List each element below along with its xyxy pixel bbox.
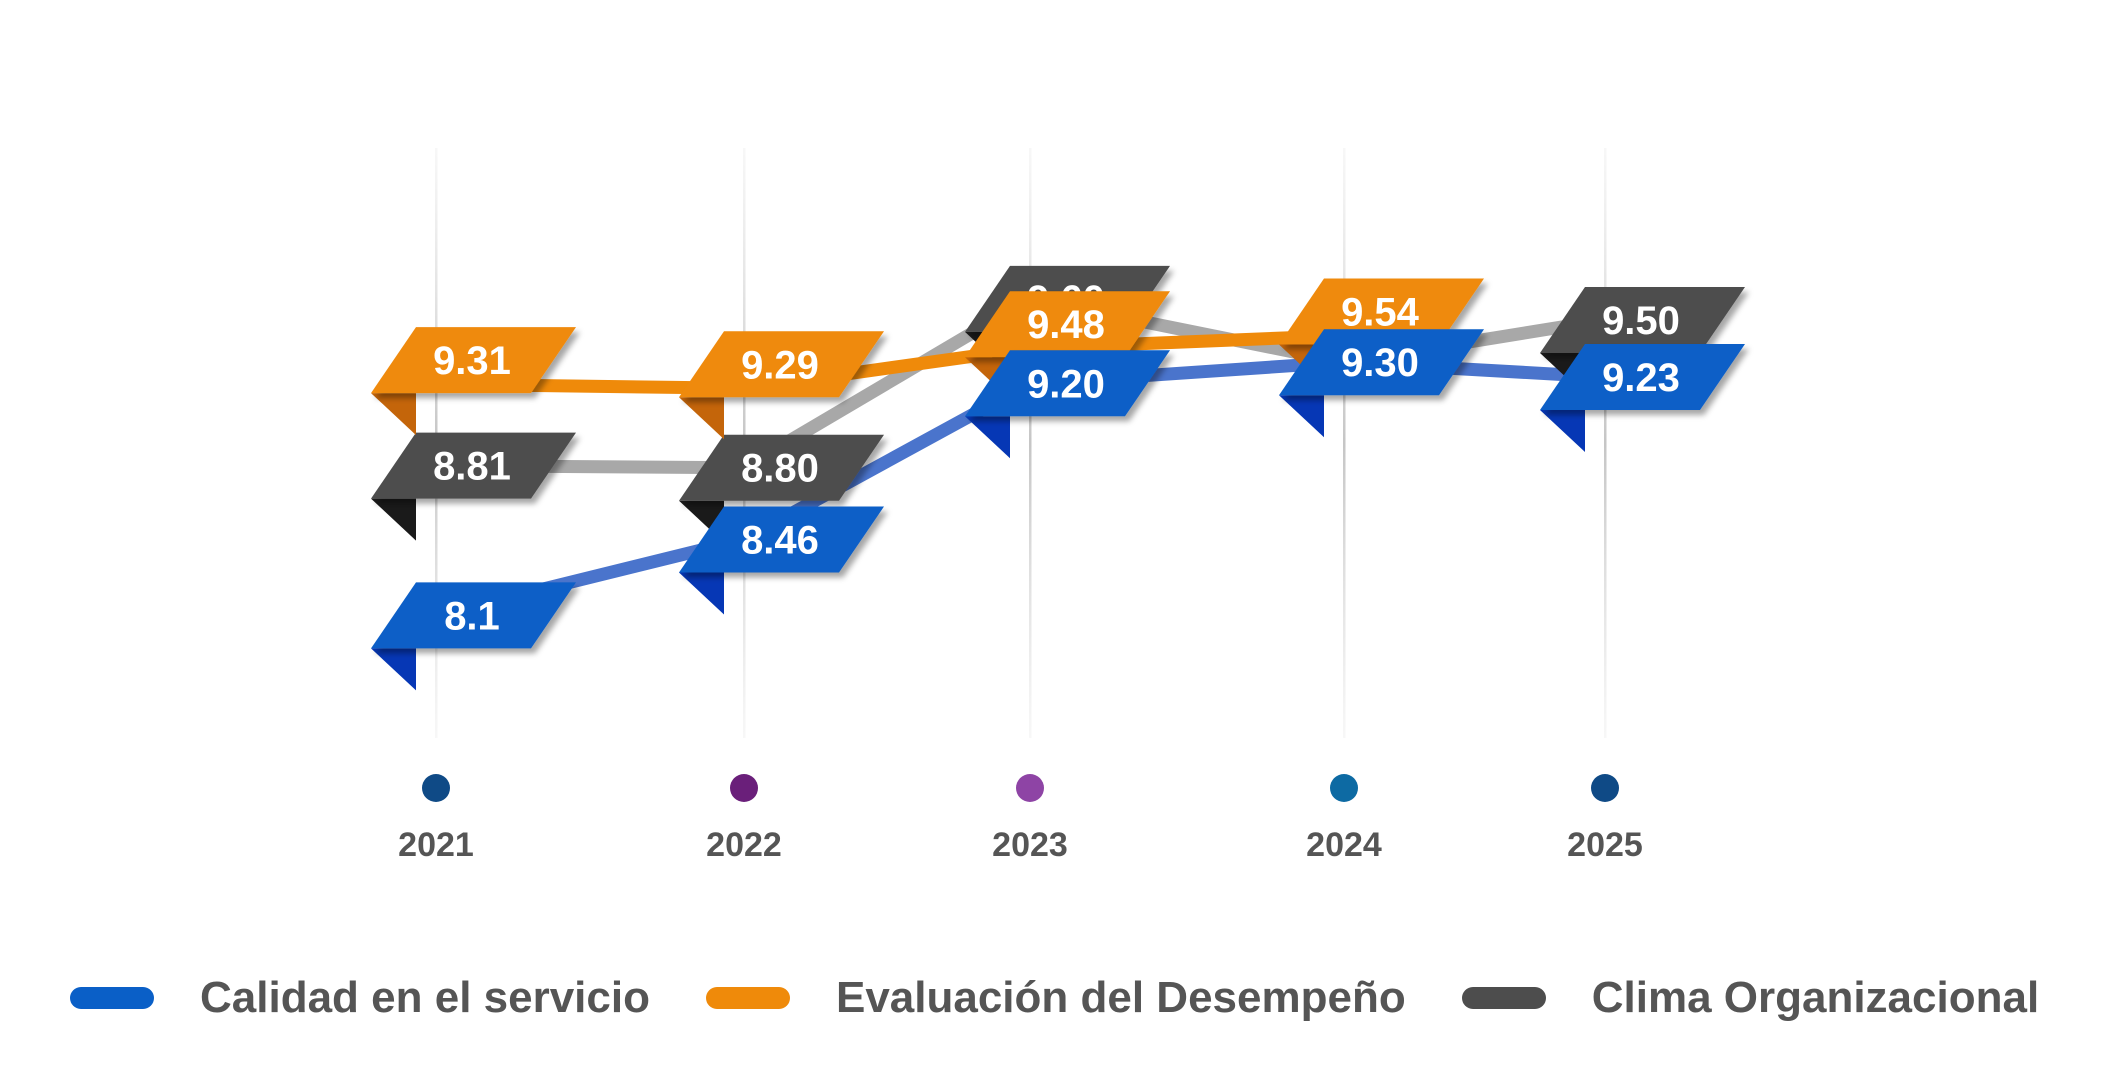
flag-body <box>1540 343 1745 410</box>
flag-body <box>965 291 1170 358</box>
year-dot-2024 <box>1330 774 1358 802</box>
flag-1-2022: 9.29 <box>679 331 884 440</box>
flag-body <box>371 327 576 394</box>
flag-fold <box>1279 395 1324 438</box>
legend: Calidad en el servicio Evaluación del De… <box>70 968 2070 1028</box>
flag-fold <box>965 416 1010 459</box>
flag-1-2021: 9.31 <box>371 327 576 436</box>
flag-value-label: 9.48 <box>1027 303 1105 347</box>
year-dot-2021 <box>422 774 450 802</box>
year-markers <box>422 774 1619 802</box>
year-label-2021: 2021 <box>398 826 474 864</box>
year-dot-2023 <box>1016 774 1044 802</box>
flag-value-label: 9.50 <box>1602 299 1680 343</box>
chart: 8.818.809.609.509.319.299.489.548.18.469… <box>371 148 1745 864</box>
flag-value-label: 8.80 <box>741 447 819 491</box>
year-dot-2022 <box>730 774 758 802</box>
legend-item-evaluacion: Evaluación del Desempeño <box>705 973 1406 1023</box>
year-label-2023: 2023 <box>992 826 1068 864</box>
flag-fold <box>371 393 416 436</box>
value-flags: 8.818.809.609.509.319.299.489.548.18.469… <box>371 265 1745 691</box>
flag-body <box>371 582 576 649</box>
legend-swatch-clima <box>1461 987 1546 1009</box>
flag-value-label: 9.54 <box>1341 291 1420 335</box>
flag-fold <box>371 648 416 691</box>
legend-swatch-evaluacion <box>705 987 790 1009</box>
flag-body <box>1279 329 1484 396</box>
year-label-2024: 2024 <box>1306 826 1382 864</box>
legend-label-calidad: Calidad en el servicio <box>200 973 650 1022</box>
flag-body <box>679 506 884 573</box>
flag-value-label: 9.31 <box>433 339 511 383</box>
flag-value-label: 9.30 <box>1341 341 1419 385</box>
flag-value-label: 9.23 <box>1602 356 1680 400</box>
flag-value-label: 9.29 <box>741 343 819 387</box>
flag-fold <box>1540 409 1585 452</box>
stem-2023 <box>1029 148 1032 738</box>
legend-label-evaluacion: Evaluación del Desempeño <box>835 973 1406 1022</box>
flag-body <box>371 432 576 499</box>
x-axis-labels: 2021 2022 2023 2024 2025 <box>398 826 1643 864</box>
stem-2025 <box>1604 148 1607 738</box>
flag-body <box>679 331 884 398</box>
legend-item-calidad: Calidad en el servicio <box>70 973 650 1023</box>
flag-0-2023: 9.20 <box>965 350 1170 459</box>
flag-0-2024: 9.30 <box>1279 329 1484 438</box>
year-label-2025: 2025 <box>1567 826 1643 864</box>
flag-value-label: 8.81 <box>433 445 511 489</box>
year-stems <box>435 148 1607 738</box>
flag-value-label: 8.46 <box>741 518 819 562</box>
flag-body <box>1279 278 1484 345</box>
flag-value-label: 9.20 <box>1027 362 1105 406</box>
legend-label-clima: Clima Organizacional <box>1591 973 2040 1022</box>
legend-swatch-calidad <box>70 987 154 1009</box>
year-dot-2025 <box>1591 774 1619 802</box>
flag-body <box>965 350 1170 417</box>
flag-fold <box>679 397 724 440</box>
flag-2-2021: 8.81 <box>371 432 576 541</box>
flag-0-2021: 8.1 <box>371 582 576 691</box>
flag-0-2022: 8.46 <box>679 506 884 615</box>
series-line-1 <box>429 329 1351 395</box>
flag-body <box>1540 287 1745 353</box>
stem-2024 <box>1343 148 1346 738</box>
flag-fold <box>371 498 416 541</box>
flag-body <box>679 434 884 501</box>
legend-item-clima: Clima Organizacional <box>1461 973 2040 1023</box>
flag-fold <box>679 572 724 615</box>
flag-value-label: 8.1 <box>444 594 500 638</box>
year-label-2022: 2022 <box>706 826 782 864</box>
flag-0-2025: 9.23 <box>1540 343 1745 452</box>
